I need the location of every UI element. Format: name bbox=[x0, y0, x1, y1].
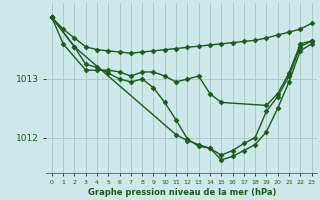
X-axis label: Graphe pression niveau de la mer (hPa): Graphe pression niveau de la mer (hPa) bbox=[88, 188, 276, 197]
